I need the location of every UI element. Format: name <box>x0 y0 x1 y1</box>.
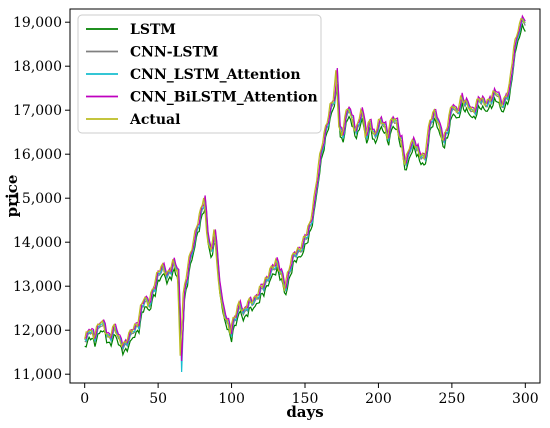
series-line-lstm <box>84 22 526 357</box>
y-tick-label: 12,000 <box>13 323 62 339</box>
legend-label: CNN_LSTM_Attention <box>130 67 301 83</box>
y-tick-label: 14,000 <box>13 235 62 251</box>
x-tick-label: 300 <box>512 391 539 407</box>
x-tick-label: 150 <box>292 391 319 407</box>
y-tick-label: 19,000 <box>13 15 62 31</box>
legend-label: CNN_BiLSTM_Attention <box>130 90 318 106</box>
x-axis-label: days <box>286 403 323 421</box>
y-tick-label: 18,000 <box>13 59 62 75</box>
legend-label: CNN-LSTM <box>130 45 218 61</box>
y-tick-label: 17,000 <box>13 103 62 119</box>
x-tick-label: 250 <box>439 391 466 407</box>
y-axis: 11,000 12,000 13,000 14,000 15,000 16,000 17,0… <box>13 15 70 383</box>
x-tick-label: 200 <box>365 391 392 407</box>
y-tick-label: 15,000 <box>13 191 62 207</box>
series-layer <box>84 14 526 373</box>
x-tick-label: 0 <box>80 391 89 407</box>
x-tick-label: 50 <box>149 391 167 407</box>
y-tick-label: 11,000 <box>13 367 62 383</box>
x-tick-label: 100 <box>218 391 245 407</box>
legend-label: Actual <box>129 112 180 128</box>
legend: LSTM CNN-LSTM CNN_LSTM_Attention CNN_BiLSTM… <box>77 14 322 134</box>
y-tick-label: 16,000 <box>13 147 62 163</box>
y-axis-label: price <box>3 175 21 218</box>
x-axis: 0 50 100 150 200 250 300 <box>80 383 539 407</box>
series-line-cnn-bilstm-attention <box>84 14 526 362</box>
legend-label: LSTM <box>130 22 176 38</box>
y-tick-label: 13,000 <box>13 279 62 295</box>
legend-frame <box>77 14 322 134</box>
series-line-actual <box>84 17 526 356</box>
